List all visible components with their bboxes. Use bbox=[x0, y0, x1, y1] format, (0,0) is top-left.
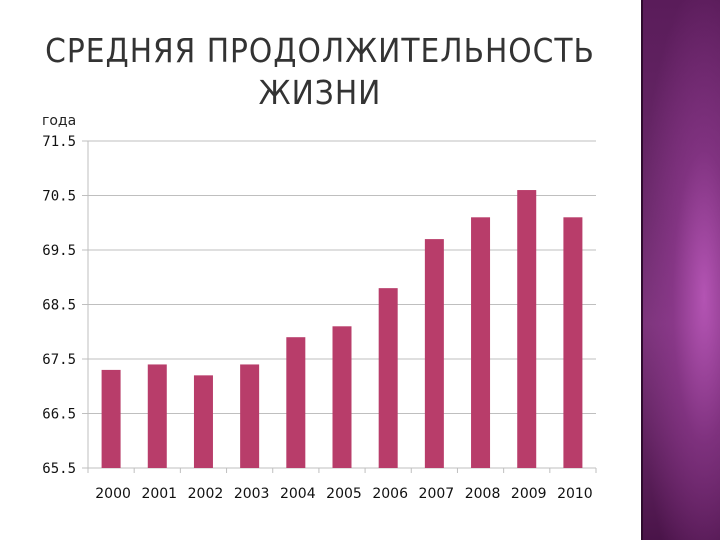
x-tick-label: 2007 bbox=[419, 486, 455, 502]
bars bbox=[101, 190, 583, 469]
y-tick-label: 66.5 bbox=[42, 407, 76, 423]
y-tick-label: 69.5 bbox=[42, 243, 76, 259]
x-tick-label: 2004 bbox=[280, 486, 316, 502]
bar bbox=[517, 190, 537, 469]
x-tick-label: 2009 bbox=[511, 486, 547, 502]
y-tick-labels: 71.5 70.5 69.5 68.5 67.5 66.5 65.5 bbox=[42, 134, 76, 477]
x-tick-label: 2005 bbox=[326, 486, 362, 502]
x-tick-label: 2002 bbox=[188, 486, 224, 502]
bar bbox=[286, 337, 306, 468]
x-tick-label: 2000 bbox=[95, 486, 131, 502]
y-tick-label: 70.5 bbox=[42, 189, 76, 205]
slide-title: СРЕДНЯЯ ПРОДОЛЖИТЕЛЬНОСТЬ ЖИЗНИ bbox=[45, 31, 595, 112]
bar bbox=[147, 364, 167, 468]
bar bbox=[378, 288, 398, 468]
x-tick-label: 2001 bbox=[141, 486, 177, 502]
y-tick-label: 65.5 bbox=[42, 461, 76, 477]
x-tick-labels: 2000 2001 2002 2003 2004 2005 2006 2007 2008 2009… bbox=[95, 486, 592, 502]
bar bbox=[563, 217, 583, 468]
y-tick-label: 71.5 bbox=[42, 134, 76, 150]
x-tick-label: 2006 bbox=[372, 486, 408, 502]
y-tick-label: 67.5 bbox=[42, 352, 76, 368]
bar bbox=[332, 326, 352, 468]
y-axis-unit-label: года bbox=[42, 113, 77, 129]
bar bbox=[101, 369, 121, 468]
bar bbox=[471, 217, 491, 468]
x-tick-label: 2003 bbox=[234, 486, 270, 502]
bar bbox=[424, 239, 444, 468]
bar bbox=[240, 364, 260, 468]
axes bbox=[87, 141, 597, 473]
y-tick-label: 68.5 bbox=[42, 298, 76, 314]
x-tick-label: 2008 bbox=[465, 486, 501, 502]
x-tick-label: 2010 bbox=[557, 486, 593, 502]
bar bbox=[193, 375, 213, 468]
decorative-side-panel bbox=[641, 0, 720, 540]
